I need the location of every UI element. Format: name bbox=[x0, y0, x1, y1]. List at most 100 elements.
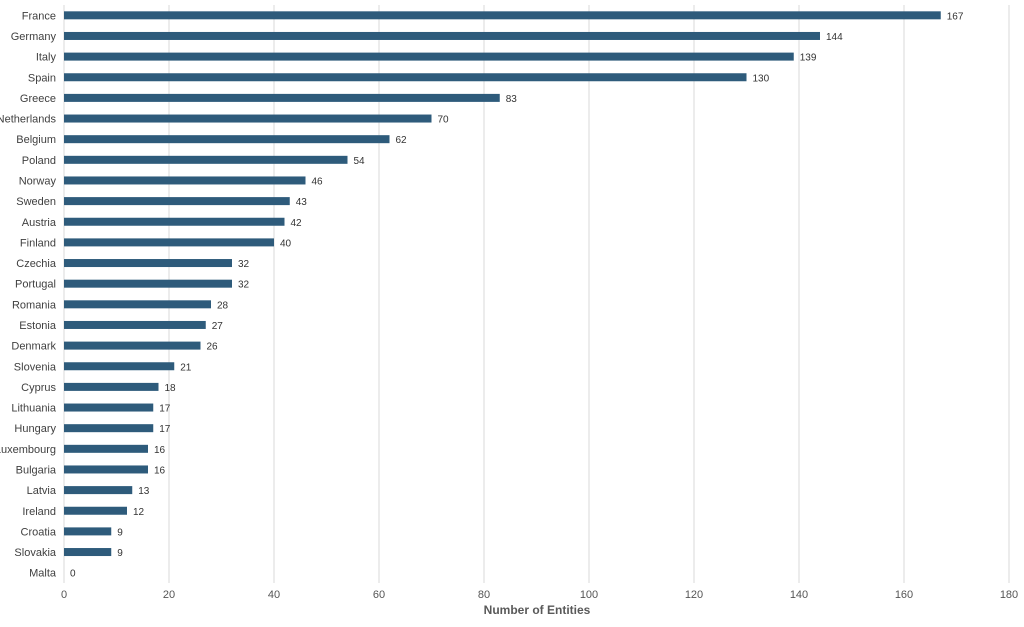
bar bbox=[64, 403, 154, 412]
bar bbox=[64, 506, 127, 515]
bars bbox=[64, 11, 941, 557]
category-label: Netherlands bbox=[0, 114, 56, 126]
bar bbox=[64, 73, 747, 82]
data-label: 9 bbox=[117, 527, 123, 538]
bar bbox=[64, 279, 232, 288]
bar bbox=[64, 197, 290, 206]
category-labels: France Germany Italy Spain Greece Netherlands… bbox=[0, 10, 57, 579]
x-tick-label: 40 bbox=[268, 589, 280, 601]
data-label: 42 bbox=[291, 218, 303, 229]
data-label: 17 bbox=[159, 424, 171, 435]
data-label: 21 bbox=[180, 362, 192, 373]
x-tick-label: 60 bbox=[373, 589, 385, 601]
category-label: Cyprus bbox=[21, 382, 56, 394]
data-label: 32 bbox=[238, 280, 250, 291]
x-tick-label: 0 bbox=[61, 589, 67, 601]
bar bbox=[64, 300, 211, 309]
data-label: 28 bbox=[217, 300, 229, 311]
bar bbox=[64, 238, 274, 247]
x-tick-label: 180 bbox=[1000, 589, 1018, 601]
x-tick-label: 20 bbox=[163, 589, 175, 601]
data-label: 167 bbox=[947, 11, 964, 22]
bar bbox=[64, 155, 348, 164]
data-label: 27 bbox=[212, 321, 224, 332]
category-label: Croatia bbox=[21, 526, 57, 538]
data-label: 16 bbox=[154, 465, 166, 476]
bar bbox=[64, 548, 112, 557]
data-label: 144 bbox=[826, 32, 843, 43]
data-label: 40 bbox=[280, 238, 292, 249]
data-label: 32 bbox=[238, 259, 250, 270]
category-label: Lithuania bbox=[11, 403, 57, 415]
category-label: France bbox=[22, 10, 56, 22]
category-label: Greece bbox=[20, 93, 56, 105]
x-tick-label: 160 bbox=[895, 589, 913, 601]
category-label: Denmark bbox=[11, 341, 56, 353]
bar bbox=[64, 93, 500, 102]
category-label: Luxembourg bbox=[0, 444, 56, 456]
bar bbox=[64, 486, 133, 495]
category-label: Poland bbox=[22, 155, 56, 167]
category-label: Italy bbox=[36, 52, 57, 64]
bar bbox=[64, 424, 154, 433]
data-label: 12 bbox=[133, 507, 145, 518]
x-axis-title: Number of Entities bbox=[484, 603, 591, 617]
bar bbox=[64, 341, 201, 350]
bar bbox=[64, 217, 285, 226]
bar bbox=[64, 31, 820, 40]
category-label: Austria bbox=[22, 217, 57, 229]
category-label: Spain bbox=[28, 72, 56, 84]
category-label: Hungary bbox=[14, 423, 56, 435]
data-label: 13 bbox=[138, 486, 150, 497]
data-label: 43 bbox=[296, 197, 308, 208]
x-tick-label: 120 bbox=[685, 589, 703, 601]
bar bbox=[64, 465, 148, 474]
data-label: 62 bbox=[396, 135, 408, 146]
category-label: Bulgaria bbox=[16, 464, 57, 476]
data-labels: 1671441391308370625446434240323228272621… bbox=[70, 11, 964, 579]
grid-lines bbox=[63, 5, 1010, 583]
bar bbox=[64, 382, 159, 391]
bar bbox=[64, 362, 175, 371]
category-label: Estonia bbox=[19, 320, 57, 332]
bar bbox=[64, 114, 432, 123]
data-label: 83 bbox=[506, 94, 518, 105]
x-tick-label: 80 bbox=[478, 589, 490, 601]
data-label: 9 bbox=[117, 548, 123, 559]
category-label: Norway bbox=[19, 175, 57, 187]
category-label: Czechia bbox=[16, 258, 57, 270]
category-label: Malta bbox=[29, 568, 57, 580]
bar bbox=[64, 527, 112, 536]
data-label: 130 bbox=[753, 73, 770, 84]
bar bbox=[64, 11, 941, 20]
data-label: 16 bbox=[154, 445, 166, 456]
bar bbox=[64, 135, 390, 144]
data-label: 17 bbox=[159, 404, 171, 415]
category-label: Sweden bbox=[16, 196, 56, 208]
bar bbox=[64, 52, 794, 61]
data-label: 54 bbox=[354, 156, 366, 167]
data-label: 70 bbox=[438, 115, 450, 126]
data-label: 26 bbox=[207, 342, 219, 353]
data-label: 0 bbox=[70, 569, 76, 580]
category-label: Germany bbox=[11, 31, 57, 43]
category-label: Slovakia bbox=[14, 547, 56, 559]
data-label: 46 bbox=[312, 176, 324, 187]
category-label: Ireland bbox=[22, 506, 56, 518]
bar bbox=[64, 176, 306, 185]
category-label: Belgium bbox=[16, 134, 56, 146]
x-axis-ticks: 0 20 40 60 80 100 120 140 160 180 bbox=[61, 589, 1018, 601]
x-tick-label: 100 bbox=[580, 589, 598, 601]
category-label: Finland bbox=[20, 237, 56, 249]
x-tick-label: 140 bbox=[790, 589, 808, 601]
category-label: Romania bbox=[12, 299, 57, 311]
bar bbox=[64, 259, 232, 268]
data-label: 139 bbox=[800, 53, 817, 64]
category-label: Latvia bbox=[27, 485, 57, 497]
bar bbox=[64, 444, 148, 453]
data-label: 18 bbox=[165, 383, 177, 394]
category-label: Slovenia bbox=[14, 361, 57, 373]
bar bbox=[64, 320, 206, 329]
category-label: Portugal bbox=[15, 279, 56, 291]
